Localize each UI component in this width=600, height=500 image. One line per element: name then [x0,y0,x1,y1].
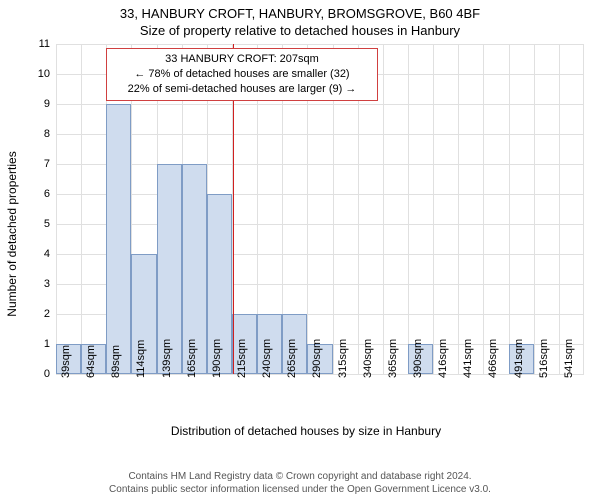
xtick-label: 365sqm [387,339,399,378]
ytick-label: 7 [30,158,50,170]
histogram-bar [106,104,131,374]
gridline-v [583,44,584,374]
xtick-label: 390sqm [412,339,424,378]
xtick-label: 416sqm [437,339,449,378]
ytick-label: 11 [30,38,50,50]
info-line: 22% of semi-detached houses are larger (… [113,82,371,97]
gridline-h [56,134,584,135]
ytick-label: 3 [30,278,50,290]
chart-title-sub: Size of property relative to detached ho… [0,21,600,42]
xtick-label: 441sqm [462,339,474,378]
xtick-label: 491sqm [513,339,525,378]
gridline-v [483,44,484,374]
ytick-label: 8 [30,128,50,140]
gridline-v [56,44,57,374]
xtick-label: 315sqm [337,339,349,378]
gridline-h [56,194,584,195]
gridline-v [509,44,510,374]
ytick-label: 5 [30,218,50,230]
xtick-label: 165sqm [186,339,198,378]
xtick-label: 64sqm [85,345,97,378]
gridline-v [559,44,560,374]
gridline-v [534,44,535,374]
attribution-footer: Contains HM Land Registry data © Crown c… [0,470,600,496]
ytick-label: 0 [30,368,50,380]
gridline-v [433,44,434,374]
gridline-h [56,224,584,225]
xtick-label: 290sqm [311,339,323,378]
chart-area: Number of detached properties 33 HANBURY… [28,44,584,424]
gridline-h [56,44,584,45]
footer-line-1: Contains HM Land Registry data © Crown c… [0,470,600,483]
xtick-label: 89sqm [110,345,122,378]
xtick-label: 265sqm [286,339,298,378]
xtick-label: 240sqm [261,339,273,378]
xtick-label: 541sqm [563,339,575,378]
chart-title-main: 33, HANBURY CROFT, HANBURY, BROMSGROVE, … [0,0,600,21]
gridline-v [458,44,459,374]
info-line: ← 78% of detached houses are smaller (32… [113,67,371,82]
gridline-h [56,164,584,165]
ytick-label: 1 [30,338,50,350]
xtick-label: 516sqm [538,339,550,378]
xtick-label: 139sqm [161,339,173,378]
xtick-label: 190sqm [211,339,223,378]
ytick-label: 6 [30,188,50,200]
x-axis-label: Distribution of detached houses by size … [28,424,584,438]
xtick-label: 215sqm [236,339,248,378]
plot-region: 33 HANBURY CROFT: 207sqm← 78% of detache… [56,44,584,374]
xtick-label: 39sqm [60,345,72,378]
xtick-label: 114sqm [135,340,147,378]
gridline-v [81,44,82,374]
xtick-label: 466sqm [487,339,499,378]
info-callout: 33 HANBURY CROFT: 207sqm← 78% of detache… [106,48,378,101]
ytick-label: 4 [30,248,50,260]
ytick-label: 9 [30,98,50,110]
ytick-label: 2 [30,308,50,320]
gridline-v [408,44,409,374]
footer-line-2: Contains public sector information licen… [0,483,600,496]
y-axis-label: Number of detached properties [5,151,19,316]
xtick-label: 340sqm [362,339,374,378]
info-line: 33 HANBURY CROFT: 207sqm [113,52,371,67]
gridline-h [56,104,584,105]
ytick-label: 10 [30,68,50,80]
gridline-v [383,44,384,374]
